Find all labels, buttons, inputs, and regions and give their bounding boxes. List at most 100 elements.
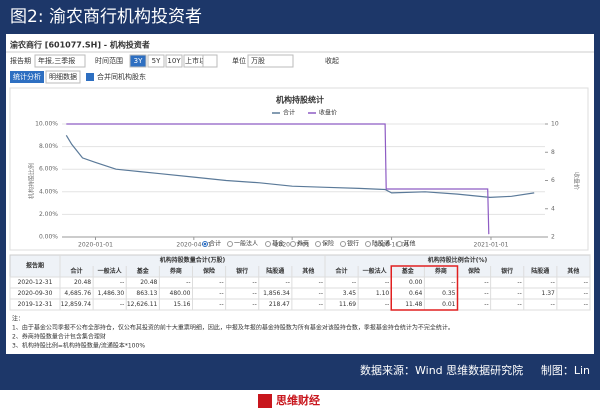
table-cell: 12,626.11 [127, 301, 158, 308]
table-cell: 2020-09-30 [18, 290, 53, 297]
table-sub-header: 其他 [567, 267, 579, 275]
table-cell: -- [120, 301, 124, 308]
tab[interactable] [45, 70, 81, 84]
table-cell: -- [551, 279, 555, 286]
checkbox-label: 合并同机构股东 [97, 72, 146, 81]
table-cell: 1.37 [542, 290, 556, 297]
x-tick-label: 2020-10-01 [374, 242, 409, 249]
x-tick-label: 2020-01-01 [78, 242, 113, 249]
table-cell: 863.13 [136, 290, 157, 297]
table-cell: 4,685.76 [64, 290, 91, 297]
table-sub-header: 一般法人 [98, 267, 123, 275]
tab: 统计分析 [13, 72, 41, 81]
y-tick-label: 6.00% [39, 166, 58, 173]
radio[interactable] [290, 241, 296, 247]
radio[interactable] [265, 241, 271, 247]
radio-label: 基金 [272, 240, 284, 248]
logo-icon [258, 394, 272, 408]
table-cell: -- [451, 279, 455, 286]
dropdown[interactable] [247, 54, 294, 68]
range-label: 10Y [167, 57, 181, 65]
table-cell: -- [286, 279, 290, 286]
y-tick-label: 0.00% [39, 234, 58, 241]
table-cell: 20.48 [140, 279, 157, 286]
range-button[interactable] [129, 54, 147, 68]
radio-dot [203, 242, 207, 246]
table-sub-header: 银行 [501, 267, 513, 275]
radio-label: 陆股通 [372, 240, 390, 248]
y2-tick-label: 4 [551, 205, 555, 212]
table-sub-header: 券商 [434, 267, 447, 275]
source: 数据来源：Wind 思维数据研究院 [360, 363, 523, 377]
x-tick-label: 2021-01-01 [474, 242, 509, 249]
legend-label: 收盘价 [319, 109, 337, 117]
table-cell: 11.48 [405, 301, 422, 308]
table-cell: -- [219, 290, 223, 297]
table-cell: -- [517, 279, 521, 286]
radio[interactable] [396, 241, 403, 247]
legend-label: 合计 [283, 109, 295, 117]
table-cell: 218.47 [269, 301, 290, 308]
table-cell: -- [584, 290, 588, 297]
table-sub-header: 保险 [467, 267, 481, 275]
label: 单位 [232, 56, 246, 65]
table-cell: -- [186, 279, 190, 286]
radio[interactable] [340, 241, 346, 247]
dropdown[interactable] [34, 54, 86, 68]
table-group-header: 机构持股数量合计(万股) [160, 256, 226, 264]
logo: 思维财经 [276, 393, 320, 407]
table-cell: -- [319, 301, 323, 308]
table-sub-header: 基金 [401, 267, 415, 275]
range-button[interactable] [165, 54, 183, 68]
table-cell: 0.35 [442, 290, 456, 297]
radio-label: 券商 [297, 240, 309, 248]
y-tick-label: 2.00% [39, 211, 58, 218]
table-cell: -- [385, 279, 389, 286]
radio[interactable] [227, 241, 233, 247]
tab-active[interactable] [10, 71, 44, 83]
radio-label: 银行 [347, 240, 359, 248]
table-sub-header: 合计 [336, 267, 348, 275]
table-cell: 2020-12-31 [18, 279, 53, 286]
radio-label: 一般法人 [234, 240, 258, 248]
range-label: 5Y [152, 57, 161, 65]
radio[interactable] [365, 241, 371, 247]
table-cell: 20.48 [74, 279, 91, 286]
table-cell: 1.10 [376, 290, 390, 297]
dropdown-value: 万股 [251, 57, 265, 65]
radio-label: 保险 [322, 240, 334, 248]
table-cell: 3.45 [343, 290, 357, 297]
note: 1、由于基金公司季报不公布全部持仓，仅公布其投资的前十大重票明细，因此，中报及年… [12, 324, 454, 332]
calendar[interactable] [202, 54, 218, 68]
tab: 明细数据 [49, 72, 77, 81]
radio[interactable] [315, 241, 321, 247]
table-sub-header: 其他 [302, 267, 314, 275]
table-cell: 12,859.74 [61, 301, 92, 308]
note: 3、机构持股比例=机构持股数量/流通股本*100% [12, 342, 145, 350]
note: 2、券商持股数量合计包含集合理财 [12, 333, 106, 341]
table-cell: 11.69 [339, 301, 356, 308]
table-cell: 0.64 [409, 290, 423, 297]
table-cell: -- [219, 301, 223, 308]
table-sub-header: 陆股通 [266, 267, 284, 275]
table-cell: 0.01 [442, 301, 456, 308]
checkbox[interactable] [86, 73, 94, 81]
radio-label: 合计 [209, 240, 221, 248]
dropdown-value: 年报,三季报 [38, 56, 75, 65]
plot: 0.00% 2.00% 4.00% 6.00% 8.00% 10.00% 2 4 6 8 10 202… [35, 109, 559, 249]
chart-title: 机构持股统计 [276, 95, 324, 105]
table-cell: 0.00 [409, 279, 423, 286]
table-cell: -- [252, 290, 256, 297]
range-button[interactable] [147, 54, 165, 68]
table-cell: -- [551, 301, 555, 308]
series-line [66, 123, 490, 235]
x-tick-label: 2020-04-01 [176, 242, 211, 249]
collapse[interactable]: 收起 [325, 56, 339, 65]
range-label: 上市以来 [185, 56, 213, 65]
note: 注： [12, 315, 24, 323]
table-sub-header: 一般法人 [363, 267, 388, 275]
table-cell: -- [385, 301, 389, 308]
table-row [9, 276, 591, 289]
table-row [9, 298, 591, 311]
